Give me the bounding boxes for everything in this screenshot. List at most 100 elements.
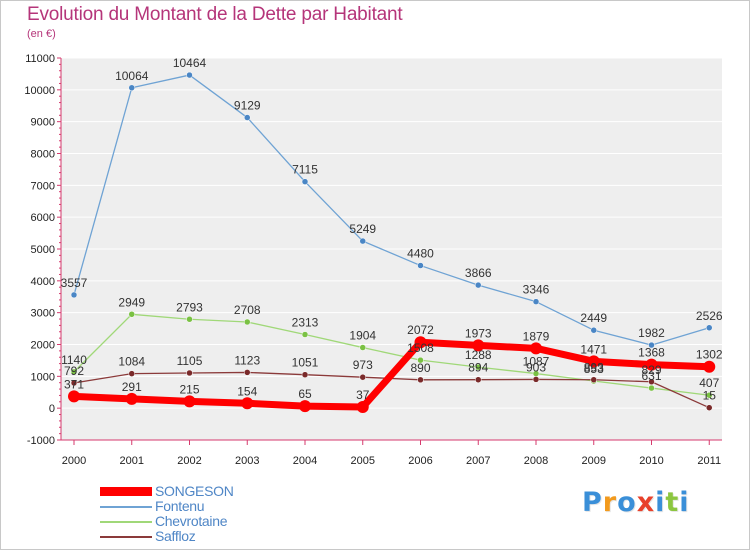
y-tick-label: 10000 — [24, 85, 55, 97]
legend-swatch — [100, 506, 152, 508]
y-tick-label: 3000 — [31, 308, 55, 320]
data-label: 3346 — [523, 283, 550, 297]
data-label: 2949 — [118, 295, 145, 309]
data-label: 407 — [699, 376, 719, 390]
data-label: 215 — [179, 382, 199, 396]
logo-letter: r — [602, 487, 618, 518]
y-tick-label: 7000 — [31, 180, 55, 192]
y-tick-label: 5000 — [31, 244, 55, 256]
data-point — [186, 71, 193, 79]
logo-letter: t — [665, 487, 680, 518]
legend-swatch — [100, 487, 152, 496]
data-point — [186, 369, 193, 377]
data-label: 893 — [584, 361, 604, 375]
data-label: 15 — [703, 389, 717, 403]
data-label: 3557 — [61, 276, 88, 290]
logo-letter: i — [679, 487, 690, 518]
data-point — [417, 262, 424, 269]
data-point — [359, 373, 366, 381]
data-label: 154 — [237, 384, 257, 398]
data-point — [532, 298, 540, 305]
data-point — [301, 331, 309, 338]
data-label: 1368 — [638, 346, 665, 360]
data-point — [706, 404, 713, 411]
data-point — [532, 376, 540, 383]
data-point — [414, 336, 427, 349]
data-label: 1140 — [61, 353, 87, 367]
data-point — [244, 114, 251, 121]
legend-label: Chevrotaine — [155, 513, 228, 529]
logo-letter: P — [582, 487, 603, 518]
x-tick-label: 2010 — [639, 455, 663, 467]
data-label: 1904 — [349, 329, 376, 343]
data-point — [244, 369, 251, 376]
data-label: 2793 — [176, 300, 203, 314]
data-label: 2708 — [234, 303, 261, 317]
data-label: 894 — [468, 361, 488, 375]
y-tick-label: 4000 — [31, 276, 55, 288]
data-point — [70, 291, 78, 299]
data-label: 1084 — [118, 355, 145, 369]
data-label: 3866 — [465, 266, 492, 280]
x-tick-label: 2001 — [120, 455, 144, 467]
data-point — [70, 368, 78, 376]
data-point — [703, 360, 716, 373]
series-line-fontenu — [73, 74, 710, 346]
data-point — [648, 384, 655, 392]
x-tick-label: 2008 — [524, 455, 548, 467]
logo-letter: x — [636, 487, 656, 518]
y-tick-label: -1000 — [27, 435, 55, 447]
chart-subtitle: (en €) — [27, 28, 56, 40]
data-label: 37 — [356, 388, 370, 402]
logo-letter: i — [655, 487, 666, 518]
data-label: 1288 — [465, 348, 492, 362]
legend-label: SONGESON — [155, 483, 234, 499]
legend-swatch — [100, 536, 152, 538]
data-point — [128, 84, 135, 92]
data-label: 1982 — [638, 326, 665, 340]
x-tick-label: 2006 — [408, 455, 432, 467]
data-point — [359, 237, 366, 245]
y-tick-label: 6000 — [31, 212, 55, 224]
data-point — [301, 371, 309, 378]
data-label: 65 — [298, 387, 312, 401]
data-label: 890 — [410, 361, 430, 375]
data-point — [70, 379, 78, 387]
x-tick-label: 2011 — [697, 455, 721, 467]
data-label: 829 — [641, 363, 661, 377]
data-label: 371 — [64, 377, 84, 391]
data-point — [590, 326, 597, 334]
data-point — [68, 390, 80, 403]
data-point — [417, 356, 424, 364]
data-label: 2313 — [292, 316, 319, 330]
series-line-songeson — [70, 338, 713, 411]
series-line-chevrotaine — [73, 313, 710, 396]
data-label: 631 — [641, 369, 661, 383]
data-point — [299, 400, 311, 413]
data-label: 10064 — [115, 69, 149, 83]
data-label: 1879 — [523, 329, 550, 343]
data-label: 973 — [353, 358, 373, 372]
chart-title: Evolution du Montant de la Dette par Hab… — [27, 4, 403, 25]
data-point — [472, 339, 485, 352]
data-label: 1087 — [523, 355, 550, 369]
data-point — [183, 395, 196, 408]
data-point — [648, 378, 655, 386]
data-label: 2449 — [580, 311, 607, 325]
legend-swatch — [100, 521, 152, 523]
data-label: 7115 — [292, 163, 318, 177]
data-label: 4480 — [407, 247, 434, 261]
data-point — [301, 178, 309, 185]
data-point — [475, 363, 482, 371]
data-label: 853 — [584, 362, 604, 376]
legend-label: Saffloz — [155, 528, 196, 544]
y-tick-label: 0 — [49, 403, 55, 415]
data-point — [706, 391, 713, 399]
logo-letter: o — [617, 487, 637, 518]
y-tick-label: 8000 — [31, 149, 55, 161]
data-point — [241, 397, 254, 410]
data-point — [417, 376, 424, 384]
data-point — [475, 281, 482, 289]
data-point — [590, 376, 597, 383]
data-label: 1123 — [234, 353, 260, 367]
